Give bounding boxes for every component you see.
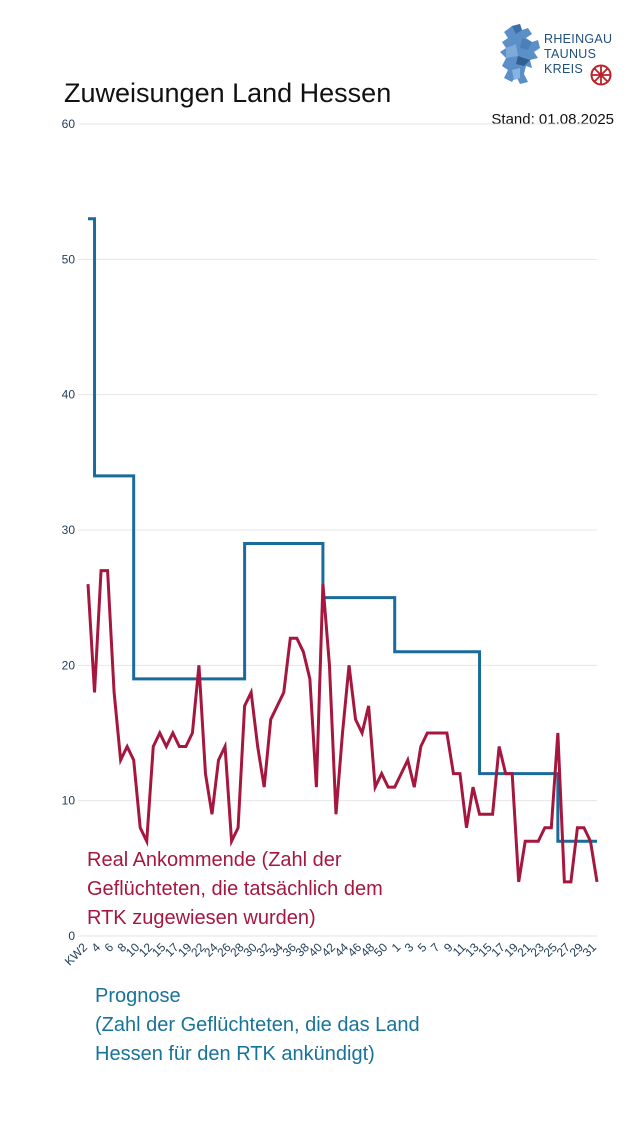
chart-title: Zuweisungen Land Hessen <box>64 78 392 108</box>
y-tick-label: 40 <box>62 388 76 402</box>
y-tick-label: 0 <box>68 929 75 943</box>
x-tick-label: 5 <box>415 940 430 955</box>
x-tick-label: 1 <box>389 940 404 955</box>
logo-line-3: KREIS <box>544 62 584 76</box>
x-tick-label: 31 <box>580 940 600 960</box>
logo-line-1: RHEINGAU <box>544 32 613 46</box>
series-line-real-ankommende <box>86 569 599 884</box>
legend-prognose-line-2: (Zahl der Geflüchteten, die das Land <box>95 1014 420 1036</box>
y-tick-label: 30 <box>62 523 76 537</box>
legend-real-line-1: Real Ankommende (Zahl der <box>87 849 342 871</box>
x-tick-label: 6 <box>102 940 117 955</box>
x-tick-label: KW2 <box>62 940 91 969</box>
y-axis-ticks: 0 10 20 30 40 50 60 <box>62 117 76 943</box>
legend-real-line-2: Geflüchteten, die tatsächlich dem <box>87 878 383 900</box>
series <box>86 217 599 884</box>
x-axis-ticks: KW24681012151719222426283032343638404244… <box>62 940 600 969</box>
grid <box>78 123 597 937</box>
legend-real: Real Ankommende (Zahl der Geflüchteten, … <box>87 846 447 933</box>
legend-prognose-line-1: Prognose <box>95 985 181 1007</box>
logo-text: RHEINGAU TAUNUS KREIS <box>544 32 612 77</box>
x-tick-label: 7 <box>428 940 443 955</box>
hessen-lion-icon <box>500 24 540 84</box>
x-tick-label: 3 <box>402 940 417 955</box>
y-tick-label: 10 <box>62 794 76 808</box>
logo-line-2: TAUNUS <box>544 47 597 61</box>
x-tick-label: 50 <box>371 940 391 960</box>
legend-prognose: Prognose (Zahl der Geflüchteten, die das… <box>95 982 495 1069</box>
mainz-wheel-icon <box>590 64 612 86</box>
legend-real-line-3: RTK zugewiesen wurden) <box>87 907 316 929</box>
legend-prognose-line-3: Hessen für den RTK ankündigt) <box>95 1043 375 1065</box>
y-tick-label: 20 <box>62 658 76 672</box>
y-tick-label: 50 <box>62 252 76 266</box>
logo: RHEINGAU TAUNUS KREIS <box>498 22 618 88</box>
x-tick-label: 4 <box>89 940 104 955</box>
y-tick-label: 60 <box>62 117 76 131</box>
